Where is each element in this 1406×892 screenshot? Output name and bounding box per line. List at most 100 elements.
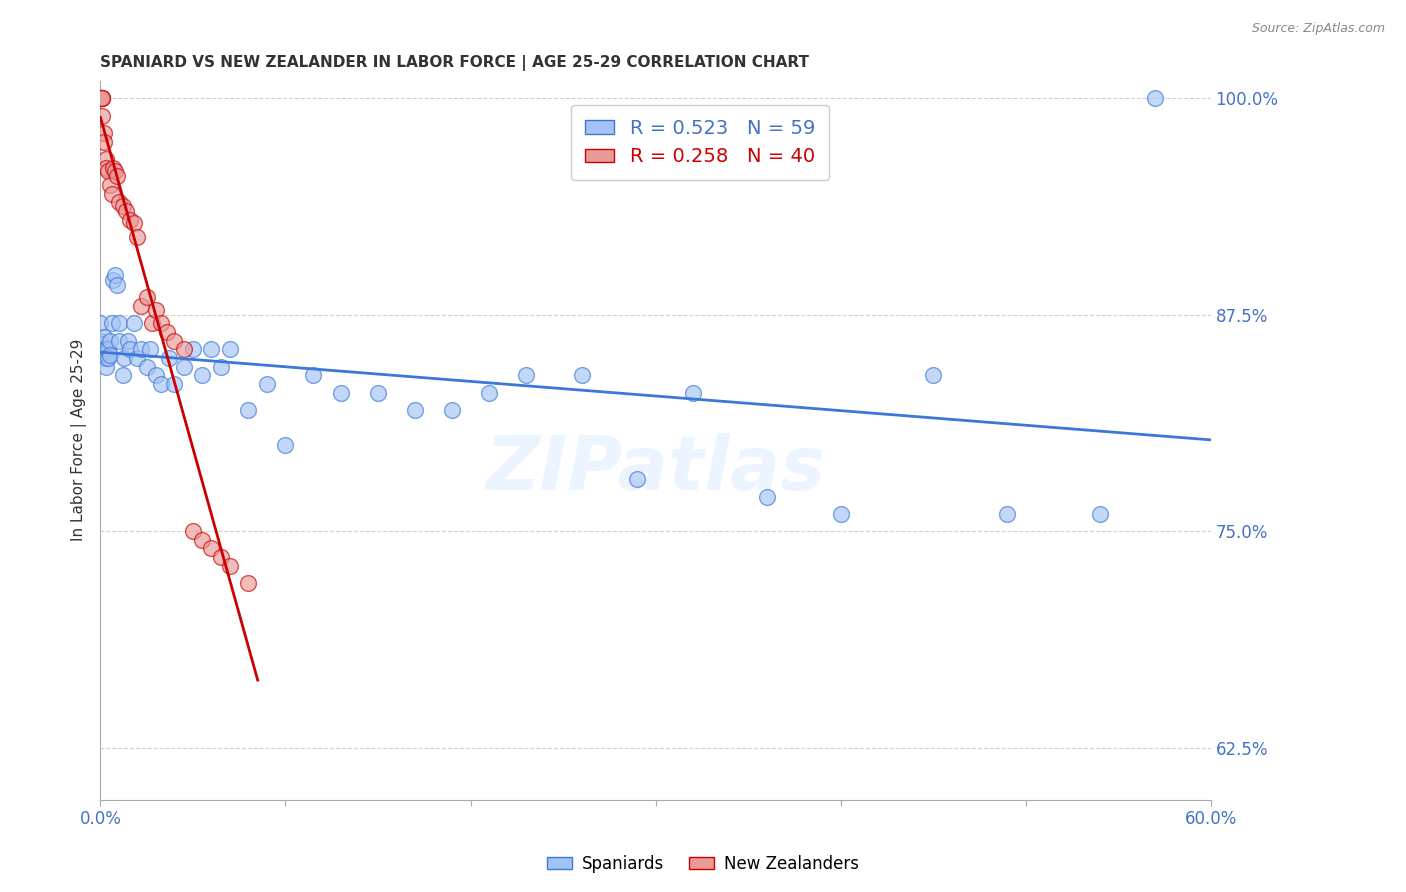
Point [89, 91, 111, 105]
Point [93, 330, 115, 344]
Point [104, 164, 127, 178]
Point [93, 343, 115, 357]
Point [145, 302, 167, 317]
Point [111, 199, 134, 213]
Text: SPANIARD VS NEW ZEALANDER IN LABOR FORCE | AGE 25-29 CORRELATION CHART: SPANIARD VS NEW ZEALANDER IN LABOR FORCE… [100, 55, 810, 71]
Legend: R = 0.523   N = 59, R = 0.258   N = 40: R = 0.523 N = 59, R = 0.258 N = 40 [571, 105, 828, 180]
Point [122, 216, 145, 230]
Point [129, 299, 152, 313]
Point [94, 359, 117, 374]
Point [94, 152, 117, 166]
Point [209, 550, 232, 565]
Point [181, 524, 204, 538]
Point [571, 368, 593, 383]
Point [163, 377, 186, 392]
Point [922, 368, 945, 383]
Point [94, 351, 117, 365]
Y-axis label: In Labor Force | Age 25-29: In Labor Force | Age 25-29 [72, 339, 87, 541]
Point [209, 359, 232, 374]
Point [89, 343, 111, 357]
Point [156, 325, 179, 339]
Legend: Spaniards, New Zealanders: Spaniards, New Zealanders [540, 848, 866, 880]
Point [111, 368, 134, 383]
Point [100, 186, 122, 201]
Point [139, 343, 162, 357]
Point [181, 343, 204, 357]
Point [367, 385, 389, 400]
Point [89, 334, 111, 348]
Point [93, 126, 115, 140]
Point [626, 472, 648, 486]
Point [108, 317, 131, 331]
Point [122, 317, 145, 331]
Point [114, 351, 136, 365]
Point [404, 403, 426, 417]
Point [118, 343, 141, 357]
Point [440, 403, 463, 417]
Point [830, 507, 852, 521]
Point [219, 558, 242, 573]
Point [100, 317, 122, 331]
Point [91, 91, 114, 105]
Point [157, 351, 180, 365]
Point [302, 368, 325, 383]
Point [93, 351, 115, 365]
Point [173, 343, 195, 357]
Point [135, 290, 157, 304]
Point [89, 317, 111, 331]
Point [98, 178, 121, 192]
Point [105, 169, 128, 184]
Point [103, 161, 125, 175]
Point [145, 368, 167, 383]
Point [755, 490, 778, 504]
Point [150, 377, 173, 392]
Point [91, 91, 114, 105]
Point [330, 385, 353, 400]
Point [94, 161, 117, 175]
Point [515, 368, 537, 383]
Point [115, 203, 138, 218]
Point [256, 377, 278, 392]
Point [91, 91, 114, 105]
Point [118, 212, 141, 227]
Point [200, 343, 222, 357]
Point [478, 385, 501, 400]
Point [89, 91, 111, 105]
Point [238, 403, 260, 417]
Point [98, 348, 121, 362]
Point [200, 541, 222, 556]
Text: ZIPatlas: ZIPatlas [485, 433, 825, 506]
Point [108, 334, 131, 348]
Point [89, 91, 111, 105]
Point [1088, 507, 1111, 521]
Point [141, 317, 163, 331]
Point [127, 230, 149, 244]
Point [173, 359, 195, 374]
Point [127, 351, 149, 365]
Point [97, 343, 120, 357]
Point [117, 334, 139, 348]
Point [238, 576, 260, 591]
Point [163, 334, 186, 348]
Point [91, 109, 114, 123]
Text: Source: ZipAtlas.com: Source: ZipAtlas.com [1251, 22, 1385, 36]
Point [1144, 91, 1167, 105]
Point [105, 278, 128, 293]
Point [91, 348, 114, 362]
Point [682, 385, 704, 400]
Point [274, 437, 297, 451]
Point [150, 317, 173, 331]
Point [97, 351, 120, 365]
Point [103, 273, 125, 287]
Point [94, 343, 117, 357]
Point [91, 337, 114, 351]
Point [93, 135, 115, 149]
Point [89, 91, 111, 105]
Point [995, 507, 1018, 521]
Point [108, 195, 131, 210]
Point [104, 268, 127, 282]
Point [129, 343, 152, 357]
Point [98, 334, 121, 348]
Point [135, 359, 157, 374]
Point [89, 91, 111, 105]
